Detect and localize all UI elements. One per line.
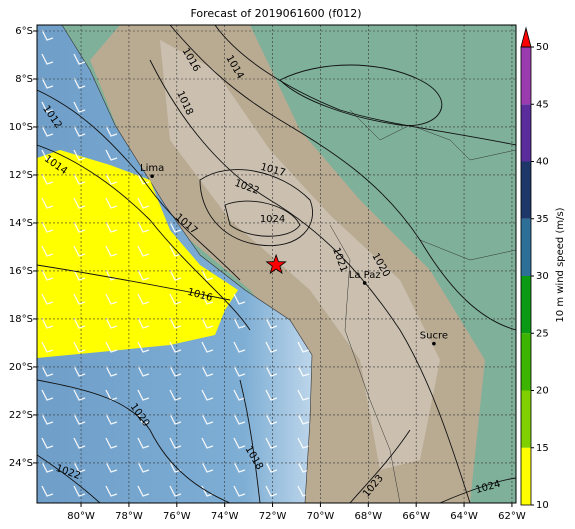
city-label: Sucre (420, 331, 448, 342)
map-background (37, 25, 516, 503)
city-dot (432, 341, 436, 346)
colorbar-tick-label: 30 (536, 271, 549, 282)
y-tick-label: 24°S (9, 458, 33, 469)
colorbar-tick-label: 40 (536, 157, 549, 168)
y-tick-label: 14°S (9, 218, 33, 229)
x-tick-label: 64°W (450, 511, 478, 522)
colorbar-segment (521, 276, 531, 334)
colorbar-tick-label: 25 (536, 328, 549, 339)
contour-label: 1024 (260, 214, 285, 225)
colorbar-label: 10 m wind speed (m/s) (555, 207, 566, 322)
colorbar-tick-label: 10 (536, 500, 549, 511)
y-tick-label: 8°S (15, 74, 33, 85)
colorbar-tick-label: 15 (536, 443, 549, 454)
colorbar-extend (520, 26, 532, 48)
colorbar-segment (521, 161, 531, 219)
city-dot (150, 174, 154, 178)
chart-title: Forecast of 2019061600 (f012) (190, 7, 361, 20)
x-tick-label: 70°W (307, 511, 335, 522)
colorbar-segment (521, 47, 531, 105)
colorbar-tick-label: 20 (536, 386, 549, 397)
colorbar-segment (521, 447, 531, 505)
colorbar-segment (521, 333, 531, 391)
y-tick-label: 16°S (9, 266, 33, 277)
colorbar-segment (521, 390, 531, 448)
city-dot (362, 281, 367, 285)
colorbar-tick-label: 45 (536, 99, 549, 110)
colorbar-segment (521, 104, 531, 162)
y-tick-label: 22°S (9, 410, 33, 421)
x-tick-label: 72°W (259, 511, 287, 522)
x-tick-label: 76°W (163, 511, 191, 522)
x-tick-label: 80°W (67, 511, 95, 522)
colorbar-segment (521, 218, 531, 276)
colorbar-tick-label: 35 (536, 214, 549, 225)
y-tick-label: 20°S (9, 362, 33, 373)
y-tick-label: 10°S (9, 122, 33, 133)
x-tick-label: 66°W (402, 511, 430, 522)
colorbar-tick-label: 50 (536, 42, 549, 53)
x-tick-label: 62°W (498, 511, 526, 522)
city-label: La Paz (349, 270, 381, 281)
y-tick-label: 6°S (15, 26, 33, 37)
y-tick-label: 18°S (9, 314, 33, 325)
y-tick-label: 12°S (9, 170, 33, 181)
x-tick-label: 78°W (115, 511, 143, 522)
city-label: Lima (140, 163, 164, 174)
x-tick-label: 68°W (354, 511, 382, 522)
x-tick-label: 74°W (211, 511, 239, 522)
location-marker (265, 253, 287, 275)
map-frame (36, 24, 517, 504)
